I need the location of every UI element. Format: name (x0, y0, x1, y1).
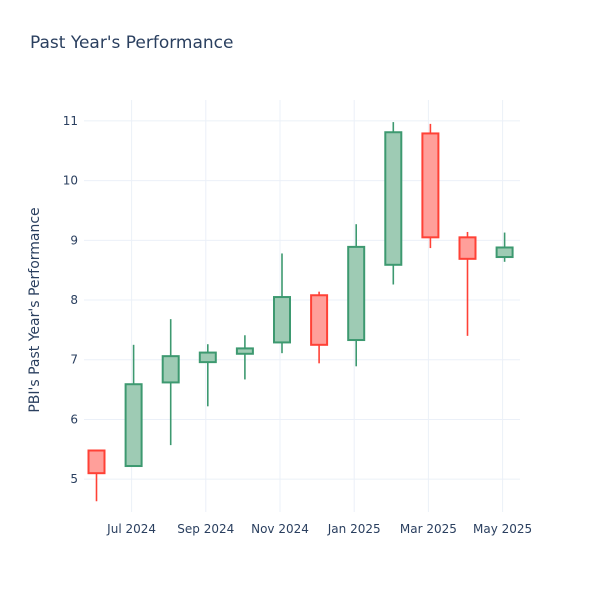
candle-body (310, 294, 329, 346)
x-tick-label: Mar 2025 (400, 522, 457, 536)
x-tick-label: Sep 2024 (177, 522, 234, 536)
candle-body (198, 351, 217, 364)
candle-body (347, 245, 366, 342)
chart-title: Past Year's Performance (30, 33, 234, 53)
candle-body (235, 347, 254, 355)
candle-body (124, 383, 143, 468)
candle-body (161, 355, 180, 384)
y-tick-label: 5 (70, 472, 78, 486)
y-tick-label: 9 (70, 233, 78, 247)
candle-body (87, 449, 106, 475)
candle-body (421, 132, 440, 239)
x-tick-label: Nov 2024 (251, 522, 309, 536)
y-tick-label: 8 (70, 293, 78, 307)
x-tick-label: May 2025 (473, 522, 532, 536)
y-tick-label: 11 (63, 114, 78, 128)
y-tick-label: 6 (70, 412, 78, 426)
y-tick-label: 7 (70, 353, 78, 367)
x-tick-label: Jul 2024 (106, 522, 156, 536)
candle-body (458, 236, 477, 260)
x-tick-label: Jan 2025 (327, 522, 381, 536)
candle-body (273, 296, 291, 344)
candle-body (495, 246, 514, 259)
candle-body (384, 131, 403, 266)
y-tick-label: 10 (63, 174, 78, 188)
